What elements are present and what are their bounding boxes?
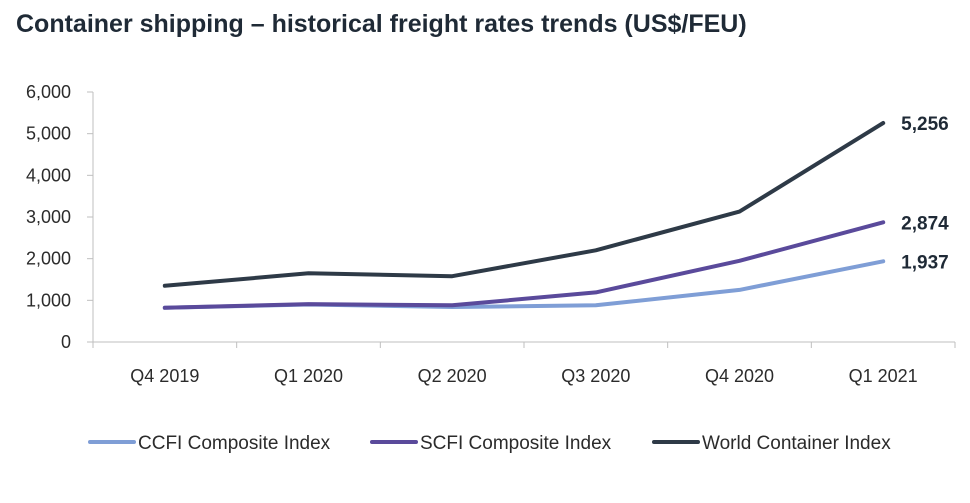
series-line	[162, 220, 886, 310]
axes: 0 1,000 2,000 3,000 4,000 5,000 6,000 Q4 2019 Q1…	[26, 82, 956, 386]
series-line	[162, 121, 886, 288]
end-labels: 1,937 2,874 5,256	[901, 114, 949, 273]
chart-title: Container shipping – historical freight …	[16, 10, 747, 38]
y-tick-label: 6,000	[26, 82, 71, 102]
legend-label: SCFI Composite Index	[420, 433, 612, 454]
y-tick-label: 1,000	[26, 290, 71, 310]
y-tick-label: 5,000	[26, 124, 71, 144]
x-tick-label: Q4 2019	[130, 366, 199, 386]
x-tick-label: Q1 2020	[274, 366, 343, 386]
end-value-label: 5,256	[901, 114, 949, 135]
y-tick-label: 4,000	[26, 165, 71, 185]
legend: CCFI Composite Index SCFI Composite Index…	[88, 433, 891, 454]
x-tick-label: Q2 2020	[418, 366, 487, 386]
y-tick-label: 3,000	[26, 207, 71, 227]
end-value-label: 2,874	[901, 213, 949, 234]
series-lines	[162, 121, 886, 310]
x-tick-label: Q3 2020	[561, 366, 630, 386]
y-tick-label: 0	[61, 332, 71, 352]
legend-label: CCFI Composite Index	[138, 433, 331, 454]
end-value-label: 1,937	[901, 252, 949, 273]
y-tick-label: 2,000	[26, 249, 71, 269]
legend-label: World Container Index	[702, 433, 891, 454]
x-tick-label: Q1 2021	[849, 366, 918, 386]
x-tick-label: Q4 2020	[705, 366, 774, 386]
